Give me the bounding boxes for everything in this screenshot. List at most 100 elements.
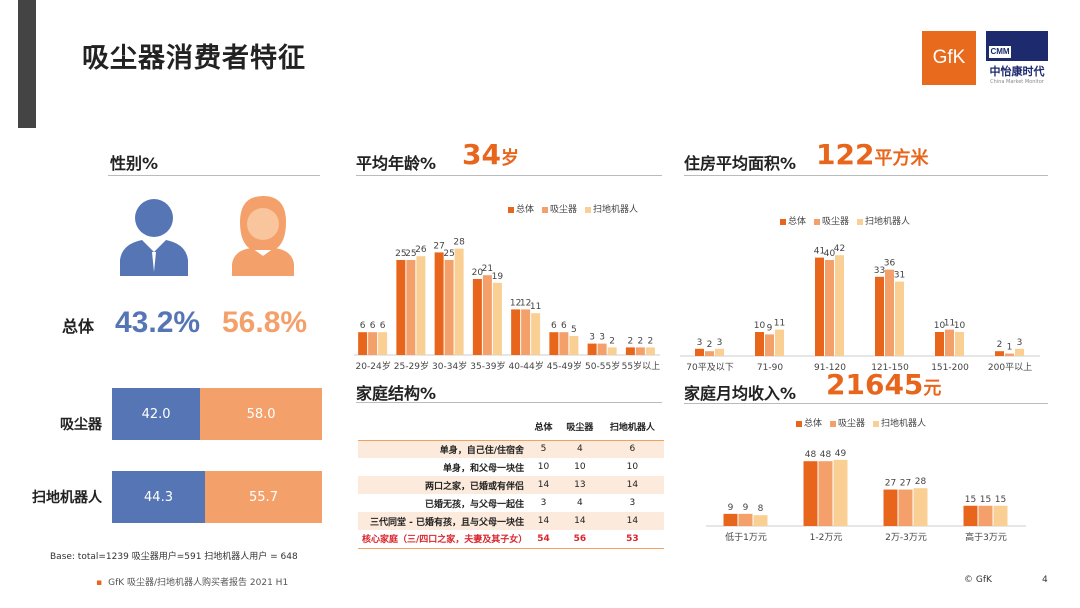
cmm-logo-box: CMM (989, 46, 1011, 58)
data-label: 36 (884, 259, 896, 269)
legend-item: 吸尘器 (814, 214, 849, 227)
bar-housing-2-4 (955, 332, 964, 356)
bar-age-2-4 (531, 313, 541, 355)
category-label: 71-90 (757, 363, 783, 373)
bar-income-2-2 (913, 488, 928, 526)
family-title: 家庭结构% (356, 384, 437, 403)
data-label: 15 (980, 495, 991, 505)
bar-age-0-6 (587, 343, 597, 355)
legend-item: 总体 (796, 416, 822, 429)
vacuum-gender-bar: 42.0 58.0 (112, 388, 322, 440)
bar-age-1-7 (635, 347, 645, 355)
bar-housing-2-1 (775, 329, 784, 356)
data-label: 6 (370, 321, 376, 331)
bar-income-2-1 (833, 459, 848, 526)
bar-income-0-2 (883, 489, 898, 526)
data-label: 3 (697, 338, 703, 348)
legend-item: 总体 (508, 202, 534, 215)
legend-item: 扫地机器人 (873, 416, 926, 429)
family-table: 总体 吸尘器 扫地机器人 单身，自己住/住宿舍 5 4 6 单身，和父母一块住 10 10… (358, 414, 664, 549)
bar-income-1-0 (738, 513, 753, 526)
category-label: 30-34岁 (432, 360, 467, 372)
data-label: 33 (874, 266, 885, 276)
housing-legend: 总体 吸尘器 扫地机器人 (780, 214, 910, 227)
bar-housing-0-1 (755, 332, 764, 356)
left-accent-bar (18, 0, 36, 128)
housing-value: 122 (816, 138, 875, 171)
data-label: 31 (894, 271, 905, 281)
family-header: 吸尘器 (559, 414, 601, 441)
housing-unit: 平方米 (874, 148, 929, 169)
source-note: ▪ GfK 吸尘器/扫地机器人购买者报告 2021 H1 (96, 578, 289, 588)
category-label: 35-39岁 (470, 360, 505, 372)
data-label: 48 (820, 450, 832, 460)
data-label: 25 (443, 249, 454, 259)
vacuum-gender-label: 吸尘器 (60, 417, 102, 433)
data-label: 6 (551, 321, 557, 331)
category-label: 45-49岁 (547, 360, 582, 372)
bar-age-0-4 (511, 309, 521, 355)
data-label: 49 (835, 449, 847, 459)
legend-item: 总体 (780, 214, 806, 227)
bar-housing-0-5 (995, 351, 1004, 356)
bar-housing-0-4 (935, 332, 944, 356)
age-divider (356, 175, 662, 176)
bar-age-2-5 (569, 336, 579, 355)
data-label: 28 (453, 238, 465, 248)
age-legend: 总体 吸尘器 扫地机器人 (508, 202, 638, 215)
data-label: 12 (520, 298, 531, 308)
data-label: 2 (648, 336, 654, 346)
category-label: 200平以上 (988, 362, 1032, 373)
bar-age-0-1 (396, 260, 406, 355)
data-label: 27 (433, 241, 444, 251)
base-note: Base: total=1239 吸尘器用户=591 扫地机器人用户 = 648 (50, 552, 298, 562)
data-label: 11 (774, 319, 785, 329)
data-label: 6 (380, 321, 386, 331)
vacuum-male-segment: 42.0 (112, 388, 201, 440)
bar-age-1-5 (559, 332, 569, 355)
bar-age-2-6 (607, 347, 617, 355)
data-label: 27 (885, 479, 896, 489)
bar-housing-0-2 (815, 257, 824, 356)
bar-income-2-0 (753, 515, 768, 526)
family-header: 扫地机器人 (600, 414, 664, 441)
bar-income-0-3 (963, 505, 978, 526)
data-label: 8 (758, 504, 764, 514)
category-label: 50-55岁 (585, 360, 620, 372)
robot-male-segment: 44.3 (112, 471, 206, 523)
female-percentage: 56.8% (222, 306, 308, 339)
data-label: 6 (561, 321, 567, 331)
category-label: 121-150 (871, 363, 909, 373)
robot-gender-bar: 44.3 55.7 (112, 471, 322, 523)
data-label: 1 (1007, 343, 1013, 353)
income-unit: 元 (923, 378, 942, 399)
data-label: 40 (824, 249, 836, 259)
bar-housing-1-3 (885, 269, 894, 356)
page-title: 吸尘器消费者特征 (82, 43, 306, 74)
gender-divider (108, 175, 320, 176)
data-label: 11 (944, 319, 955, 329)
legend-item: 吸尘器 (830, 416, 865, 429)
category-label: 高于3万元 (965, 531, 1007, 543)
income-legend: 总体 吸尘器 扫地机器人 (796, 416, 926, 429)
data-label: 15 (965, 495, 976, 505)
bar-age-2-1 (416, 256, 426, 355)
bar-income-1-3 (978, 505, 993, 526)
data-label: 2 (997, 340, 1003, 350)
table-row: 两口之家，已婚或有伴侣 14 13 14 (358, 476, 664, 494)
data-label: 25 (395, 249, 406, 259)
family-divider (356, 402, 662, 403)
female-icon (232, 196, 294, 276)
data-label: 10 (954, 321, 966, 331)
data-label: 3 (717, 338, 723, 348)
male-icon (120, 199, 188, 276)
data-label: 41 (814, 247, 825, 257)
bar-housing-1-2 (825, 260, 834, 356)
income-divider (684, 403, 1048, 404)
category-label: 25-29岁 (394, 360, 429, 372)
bar-housing-0-0 (695, 348, 704, 356)
data-label: 48 (805, 450, 817, 460)
bar-housing-1-1 (765, 334, 774, 356)
